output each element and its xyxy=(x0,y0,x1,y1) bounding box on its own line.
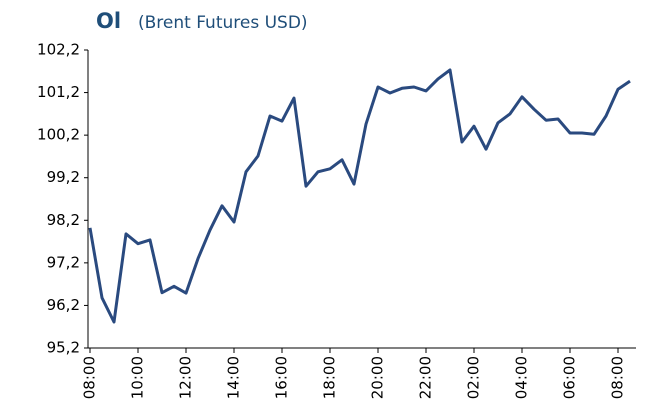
chart-subtitle: (Brent Futures USD) xyxy=(138,13,308,33)
y-tick-label: 95,2 xyxy=(47,339,80,357)
x-tick-label: 04:00 xyxy=(513,356,531,399)
y-tick-label: 98,2 xyxy=(47,211,80,229)
x-tick-label: 16:00 xyxy=(273,356,291,399)
y-tick-label: 99,2 xyxy=(47,168,80,186)
y-tick-label: 101,2 xyxy=(37,83,80,101)
x-tick-label: 06:00 xyxy=(561,356,579,399)
x-tick-label: 12:00 xyxy=(177,356,195,399)
x-tick-label: 10:00 xyxy=(129,356,147,399)
x-tick-label: 22:00 xyxy=(417,356,435,399)
y-tick-label: 96,2 xyxy=(47,296,80,314)
x-tick-label: 14:00 xyxy=(225,356,243,399)
line-series xyxy=(88,68,631,324)
x-tick-label: 08:00 xyxy=(609,356,627,399)
y-tick-label: 97,2 xyxy=(47,253,80,271)
x-tick-label: 02:00 xyxy=(465,356,483,399)
y-tick-label: 100,2 xyxy=(37,126,80,144)
x-tick-label: 08:00 xyxy=(81,356,99,399)
y-tick-label: 102,2 xyxy=(37,41,80,59)
x-tick-label: 20:00 xyxy=(369,356,387,399)
chart-title: Ol xyxy=(96,9,121,33)
x-tick-label: 18:00 xyxy=(321,356,339,399)
